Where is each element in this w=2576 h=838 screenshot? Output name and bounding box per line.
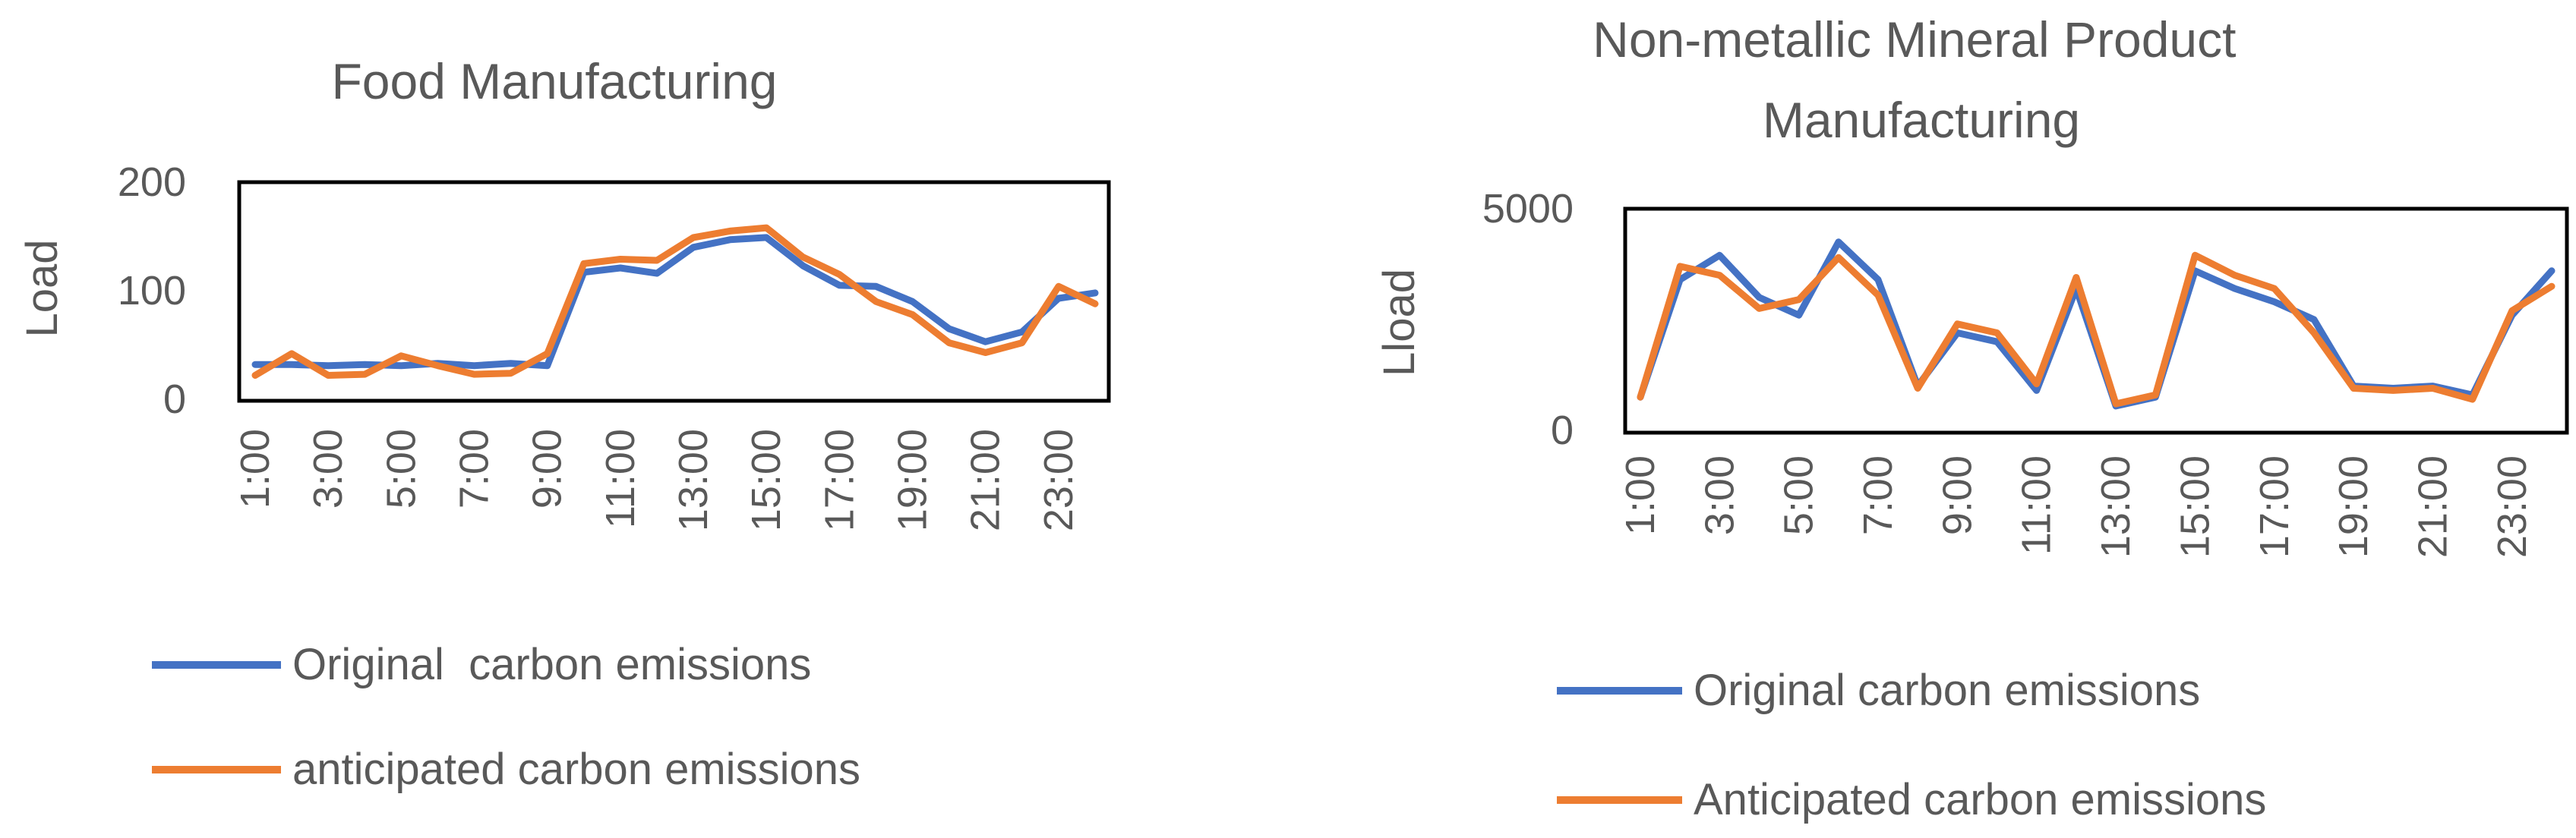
x-tick-label: 19:00 [2331,455,2376,558]
x-tick-label: 19:00 [890,429,936,531]
y-tick-label: 200 [118,159,186,205]
chart-title: Non-metallic Mineral Product Manufacturi… [1593,11,2250,148]
y-axis-label: Load [17,239,67,337]
x-tick-label: 23:00 [1036,429,1081,531]
x-tick-label: 1:00 [1618,455,1663,535]
y-tick-label: 5000 [1482,186,1574,232]
series-group [251,224,1099,379]
y-axis-ticks: 0 5000 [1482,186,1574,453]
x-axis-ticks: 1:00 3:00 5:00 7:00 9:00 11:00 13:00 15:00 17:00… [1618,455,2535,558]
x-tick-label: 5:00 [378,429,424,509]
series-line-original [251,234,1099,370]
x-tick-label: 15:00 [2172,455,2218,558]
x-tick-label: 5:00 [1776,455,1822,535]
series-line-anticipated [1637,251,2555,408]
x-tick-label: 23:00 [2489,455,2535,558]
x-axis-ticks: 1:00 3:00 5:00 7:00 9:00 11:00 13:00 15:00 17:00… [232,429,1081,531]
y-tick-label: 100 [118,268,186,313]
chart-non-metallic-mineral: Non-metallic Mineral Product Manufacturi… [1375,11,2569,824]
legend-label-anticipated: Anticipated carbon emissions [1694,775,2266,824]
x-tick-label: 13:00 [2093,455,2139,558]
y-axis-label: Lload [1375,269,1424,376]
x-tick-label: 17:00 [2252,455,2297,558]
legend-label-original: Original carbon emissions [1694,666,2200,715]
y-tick-label: 0 [1551,408,1574,453]
x-tick-label: 11:00 [598,429,643,528]
legend: Original carbon emissions anticipated ca… [152,640,860,794]
chart-food-manufacturing: Food Manufacturing Load 0 100 200 1:00 3:00… [17,53,1111,794]
x-tick-label: 21:00 [963,429,1009,531]
x-tick-label: 7:00 [1855,455,1901,535]
series-line-anticipated [251,224,1099,379]
legend: Original carbon emissions Anticipated ca… [1557,666,2266,824]
x-tick-label: 11:00 [2014,455,2060,555]
plot-frame [1623,206,2569,435]
x-tick-label: 1:00 [232,429,278,509]
y-tick-label: 0 [163,376,186,422]
x-tick-label: 3:00 [1697,455,1742,535]
y-axis-ticks: 0 100 200 [118,159,186,422]
plot-frame [237,180,1111,403]
x-tick-label: 17:00 [816,429,862,531]
series-line-original [1637,238,2555,410]
chart-title: Food Manufacturing [331,53,777,109]
x-tick-label: 9:00 [525,429,570,509]
x-tick-label: 7:00 [452,429,497,509]
x-tick-label: 9:00 [1934,455,1980,535]
x-tick-label: 15:00 [743,429,789,531]
x-tick-label: 13:00 [671,429,716,531]
legend-label-original: Original carbon emissions [292,640,811,689]
x-tick-label: 21:00 [2410,455,2455,558]
x-tick-label: 3:00 [305,429,351,509]
legend-label-anticipated: anticipated carbon emissions [292,745,860,794]
series-group [1637,238,2555,410]
